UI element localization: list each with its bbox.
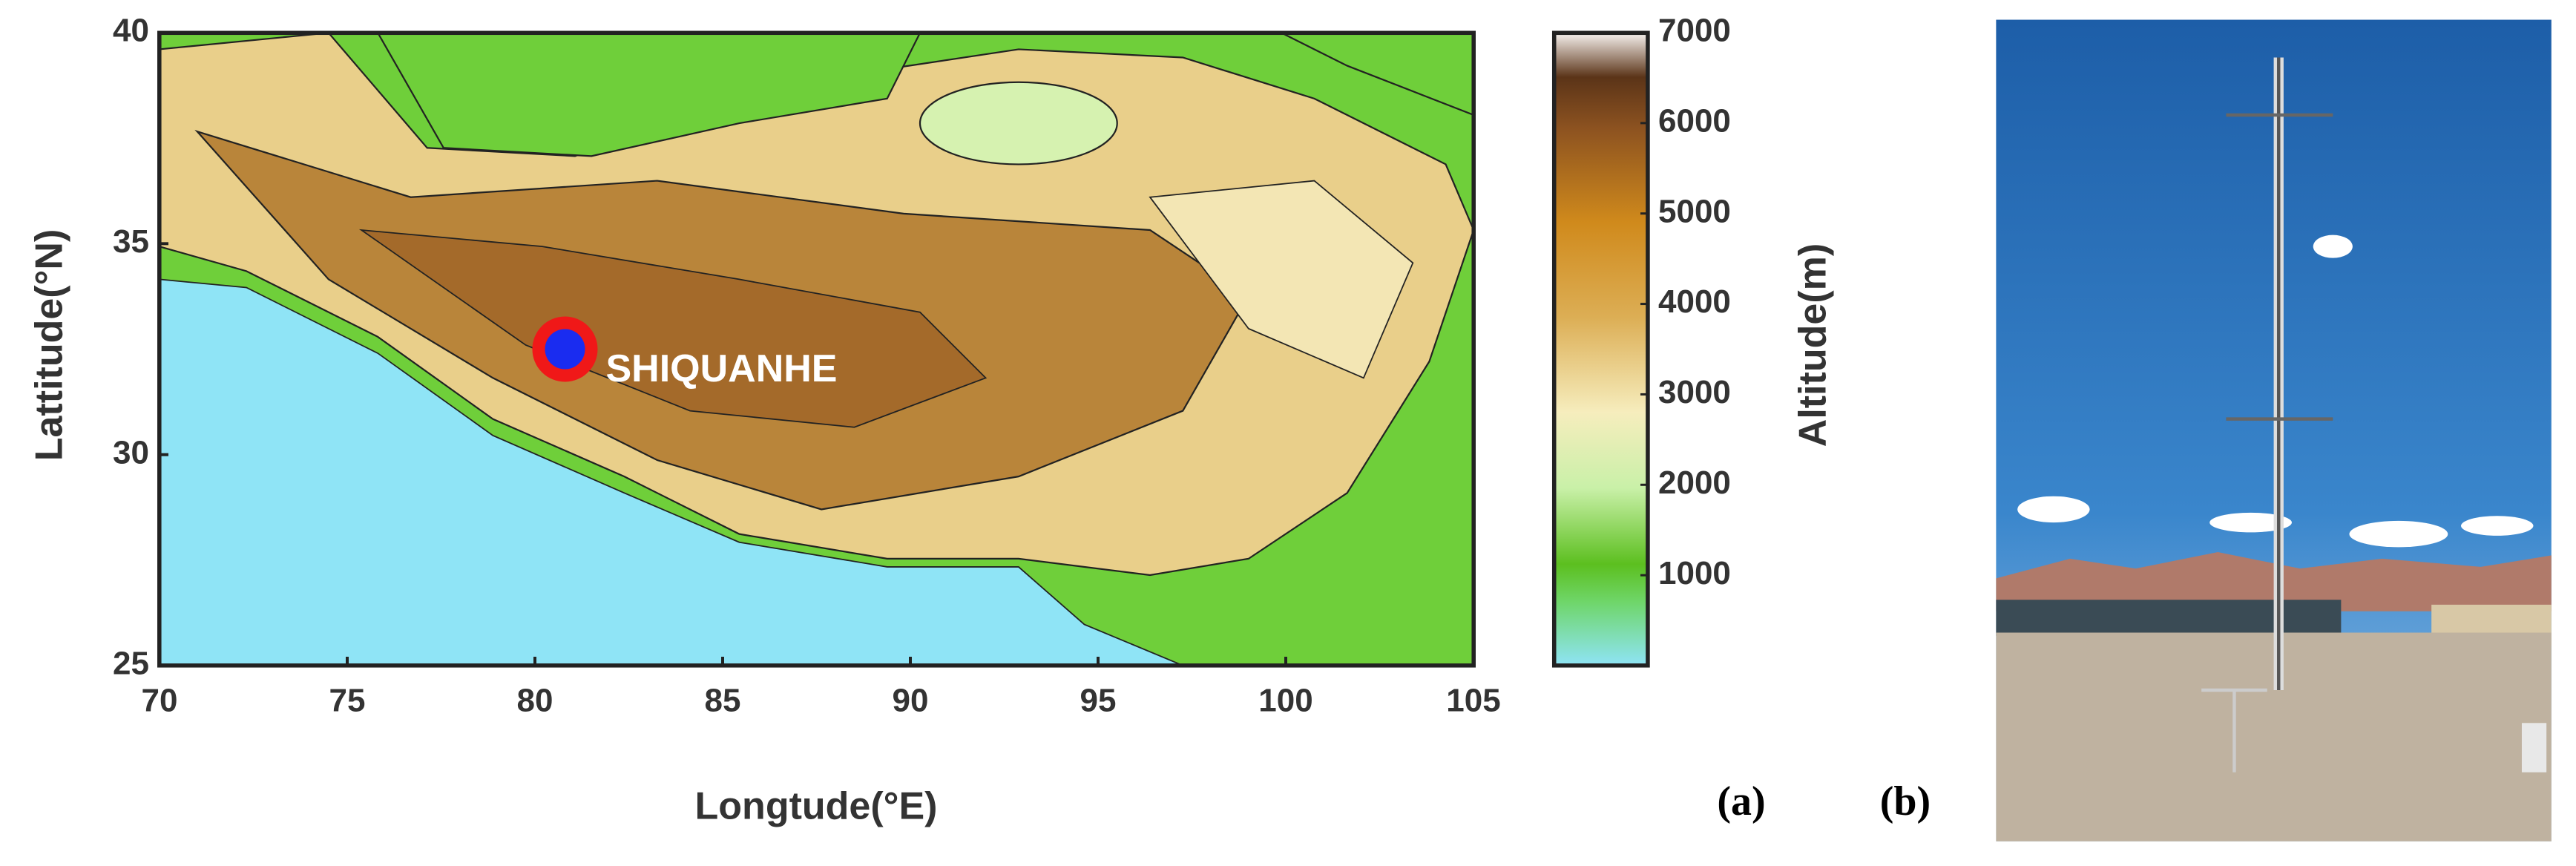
x-tick-label: 95: [1080, 683, 1117, 719]
x-tick-label: 105: [1446, 683, 1500, 719]
panel-label: (b): [1880, 778, 1931, 824]
y-tick-label: 40: [113, 13, 149, 49]
x-tick-label: 80: [517, 683, 553, 719]
x-tick-label: 100: [1258, 683, 1312, 719]
colorbar-tick-label: 4000: [1658, 283, 1731, 320]
colorbar-label: Altitude(m): [1792, 243, 1835, 447]
colorbar-tick-label: 6000: [1658, 102, 1731, 139]
terrain: [159, 33, 1474, 666]
y-tick-label: 30: [113, 434, 149, 470]
station-label: SHIQUANHE: [605, 347, 837, 390]
colorbar-tick-label: 2000: [1658, 465, 1731, 501]
x-tick-label: 75: [329, 683, 366, 719]
photo: [1996, 19, 2552, 842]
y-tick-label: 25: [113, 646, 149, 682]
colorbar-tick-label: 3000: [1658, 374, 1731, 410]
x-tick-label: 85: [705, 683, 741, 719]
station-marker: [545, 329, 585, 370]
x-tick-label: 70: [142, 683, 178, 719]
colorbar-tick-label: 7000: [1658, 13, 1731, 49]
colorbar-tick-label: 5000: [1658, 193, 1731, 229]
layout: [157, 19, 2552, 842]
colorbar-tick-label: 1000: [1658, 555, 1731, 591]
x-axis-label: Longtude(°E): [695, 785, 938, 828]
panel-label: (a): [1717, 778, 1765, 824]
x-tick-label: 90: [893, 683, 929, 719]
y-tick-label: 35: [113, 223, 149, 260]
y-axis-label: Lattitude(°N): [28, 229, 71, 462]
